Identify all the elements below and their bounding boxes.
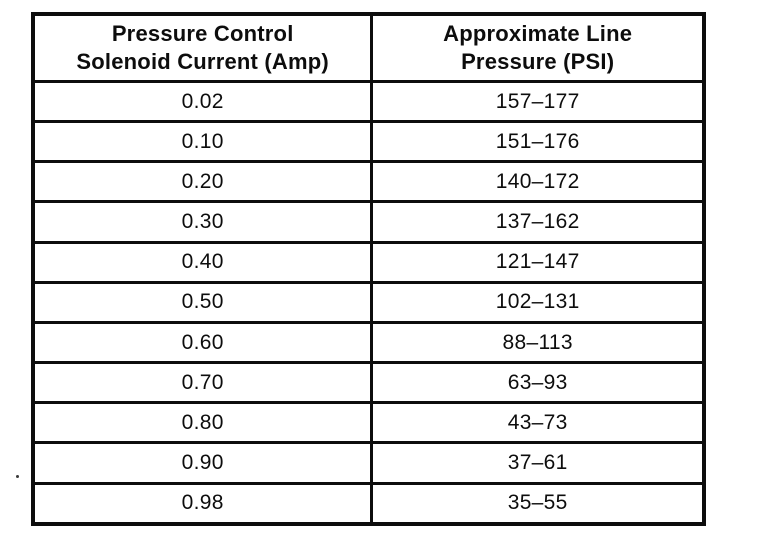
cell-current: 0.30 bbox=[31, 200, 374, 244]
table-row: 0.60 88–113 bbox=[31, 320, 706, 365]
table-row: 0.20 140–172 bbox=[31, 160, 706, 204]
cell-current: 0.40 bbox=[31, 240, 374, 284]
cell-current: 0.20 bbox=[31, 160, 374, 204]
cell-pressure: 63–93 bbox=[370, 361, 706, 405]
cell-current: 0.80 bbox=[31, 401, 374, 445]
cell-pressure: 137–162 bbox=[370, 200, 706, 244]
cell-pressure: 121–147 bbox=[370, 240, 706, 284]
column-header-solenoid-current: Pressure Control Solenoid Current (Amp) bbox=[31, 12, 374, 83]
cell-current: 0.50 bbox=[31, 280, 374, 324]
table-row: 0.70 63–93 bbox=[31, 361, 706, 405]
table-row: 0.10 151–176 bbox=[31, 120, 706, 164]
cell-current: 0.90 bbox=[31, 441, 374, 485]
table-header: Pressure Control Solenoid Current (Amp) … bbox=[31, 12, 706, 83]
table-body: 0.02 157–177 0.10 151–176 0.20 140–172 0… bbox=[31, 79, 706, 526]
column-header-line-pressure: Approximate Line Pressure (PSI) bbox=[370, 12, 706, 83]
cell-current: 0.10 bbox=[31, 120, 374, 164]
cell-current: 0.02 bbox=[31, 79, 374, 124]
table-row: 0.30 137–162 bbox=[31, 200, 706, 244]
cell-current: 0.98 bbox=[31, 481, 374, 526]
scan-speck-artifact bbox=[16, 475, 19, 478]
cell-current: 0.70 bbox=[31, 361, 374, 405]
cell-pressure: 140–172 bbox=[370, 160, 706, 204]
cell-pressure: 157–177 bbox=[370, 79, 706, 124]
table-row: 0.90 37–61 bbox=[31, 441, 706, 485]
header-row: Pressure Control Solenoid Current (Amp) … bbox=[31, 12, 706, 83]
pressure-table: Pressure Control Solenoid Current (Amp) … bbox=[31, 12, 706, 526]
table-row: 0.80 43–73 bbox=[31, 401, 706, 445]
cell-pressure: 37–61 bbox=[370, 441, 706, 485]
table-row: 0.98 35–55 bbox=[31, 481, 706, 526]
cell-pressure: 88–113 bbox=[370, 320, 706, 365]
cell-pressure: 151–176 bbox=[370, 120, 706, 164]
cell-pressure: 43–73 bbox=[370, 401, 706, 445]
cell-pressure: 102–131 bbox=[370, 280, 706, 324]
table-row: 0.50 102–131 bbox=[31, 280, 706, 324]
cell-current: 0.60 bbox=[31, 320, 374, 365]
table-row: 0.40 121–147 bbox=[31, 240, 706, 284]
cell-pressure: 35–55 bbox=[370, 481, 706, 526]
table-row: 0.02 157–177 bbox=[31, 79, 706, 124]
